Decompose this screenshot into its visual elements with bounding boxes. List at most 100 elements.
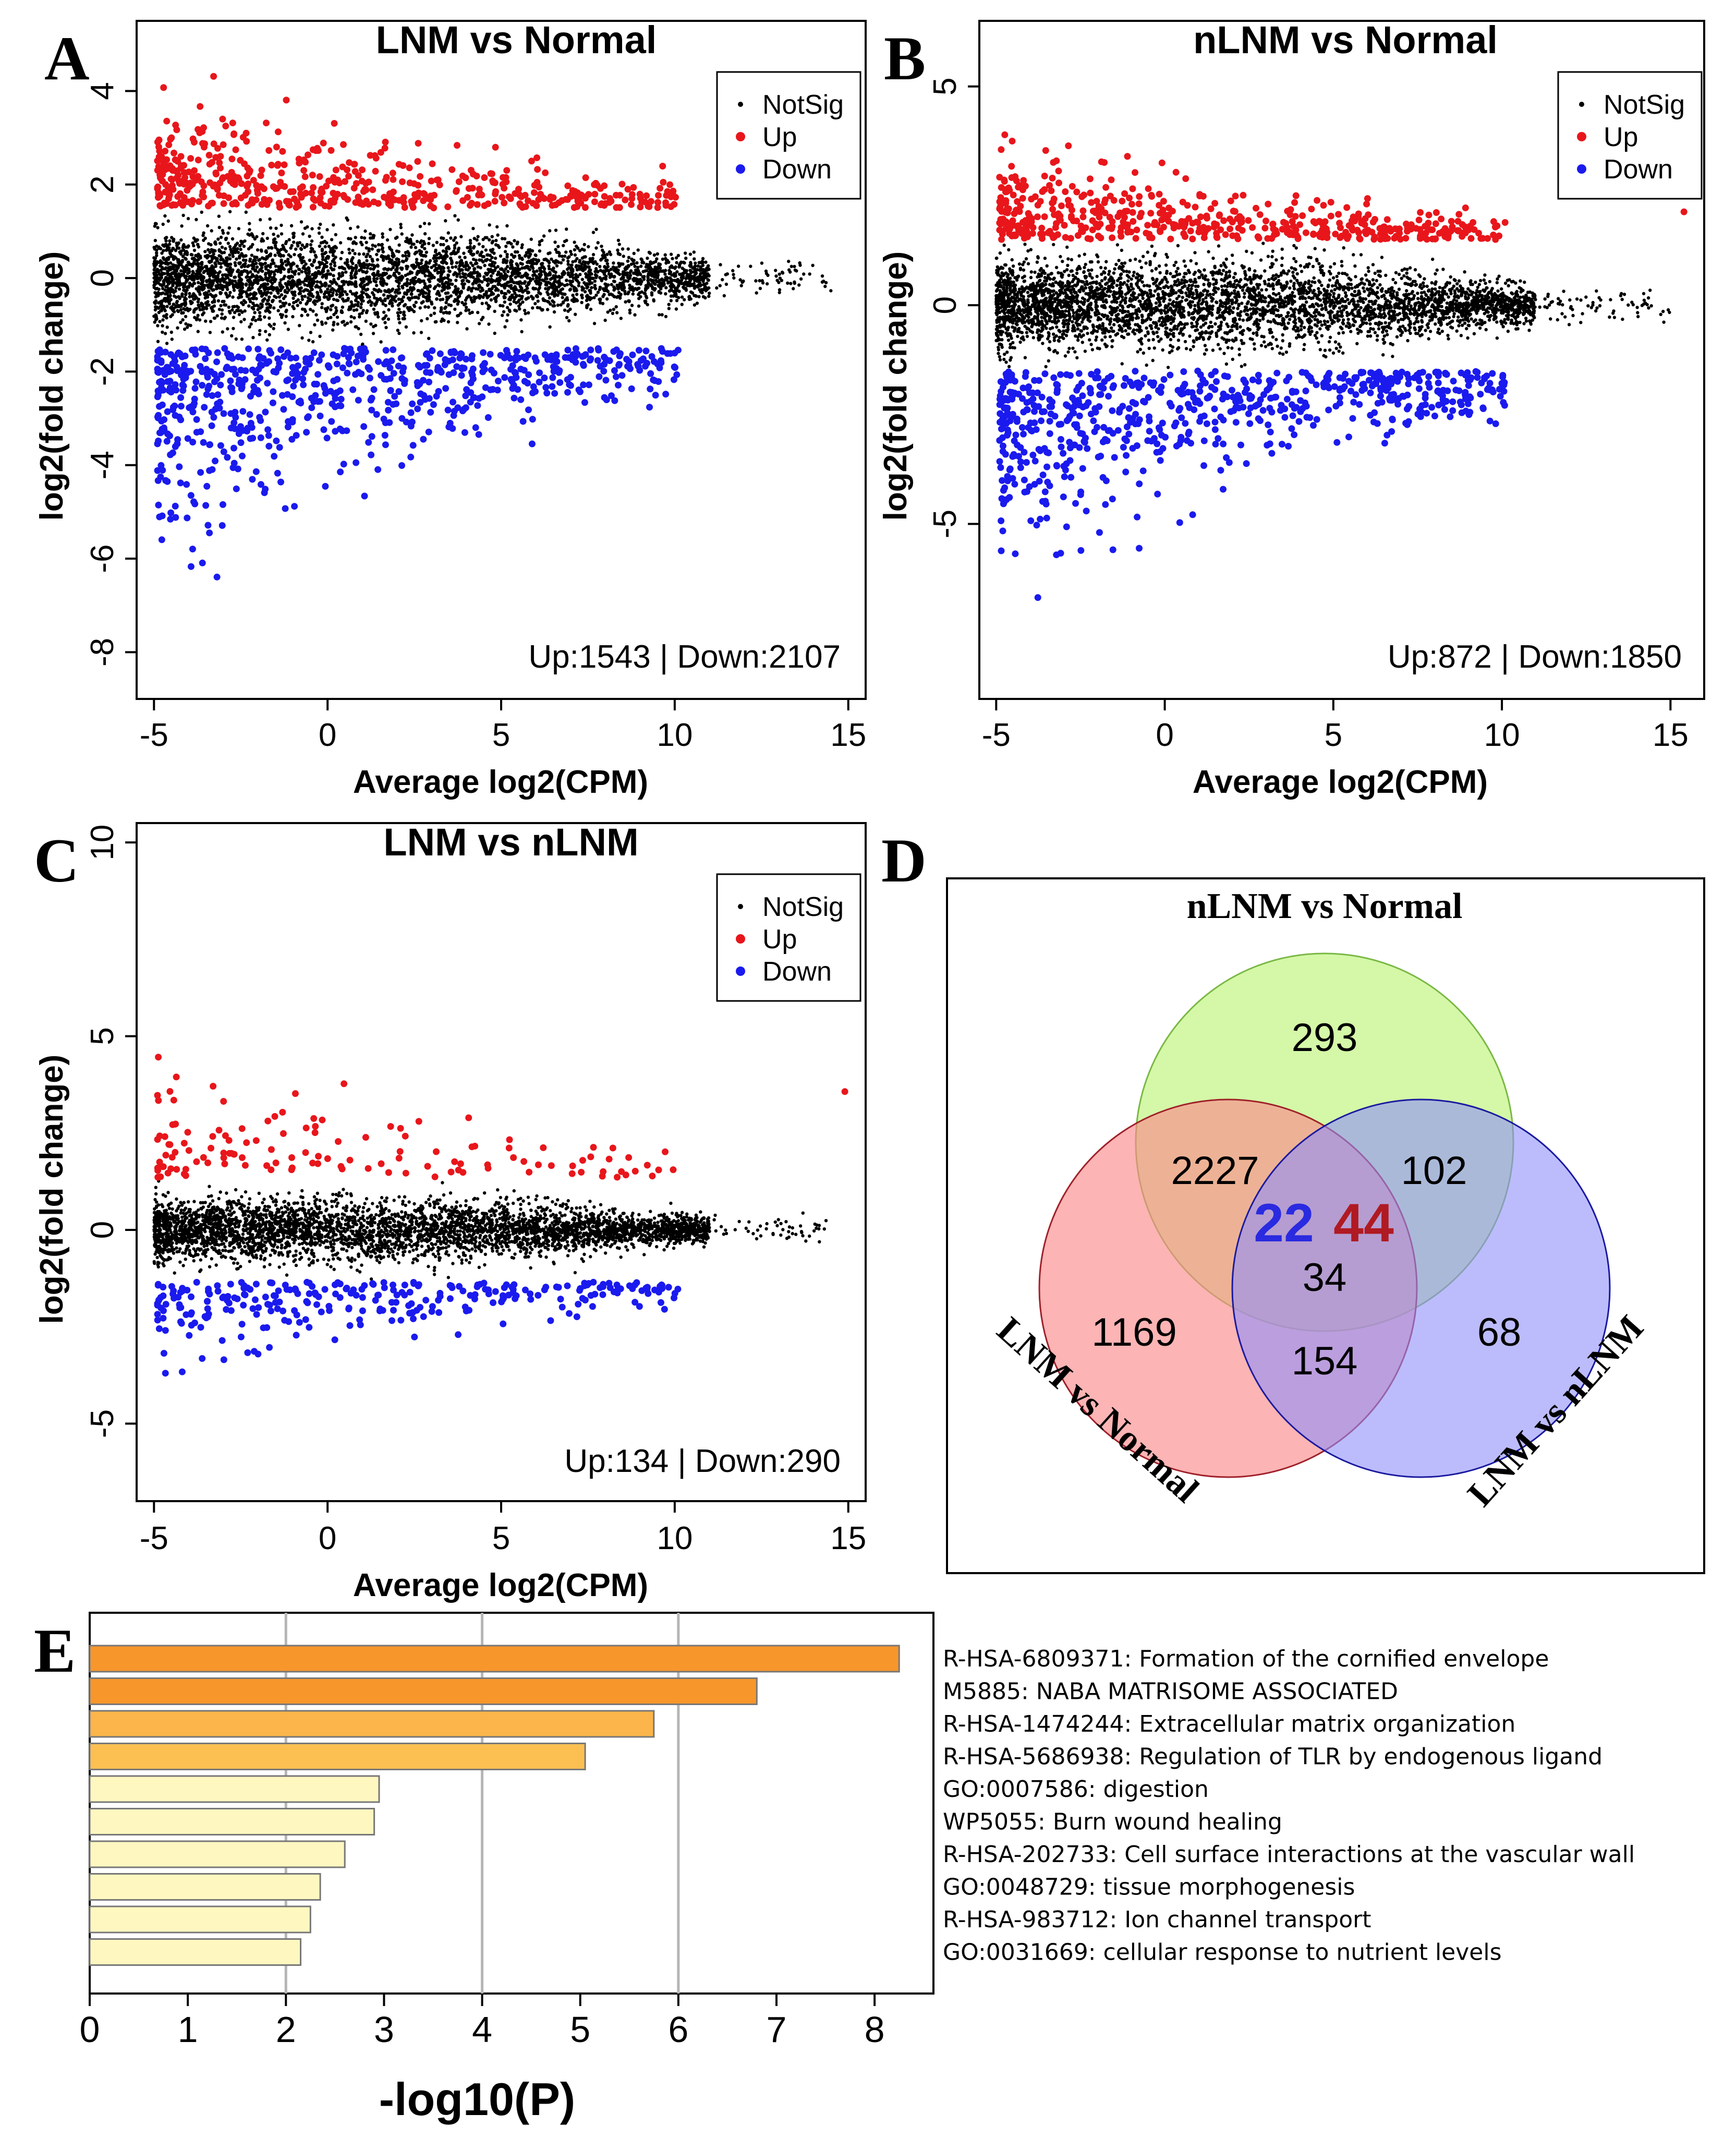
point-notsig [456, 218, 460, 222]
point-up [239, 134, 247, 141]
point-notsig [683, 251, 687, 255]
point-notsig [401, 317, 405, 321]
point-notsig [513, 272, 517, 275]
point-up [491, 198, 499, 205]
point-notsig [664, 292, 667, 296]
point-notsig [278, 252, 282, 256]
point-down [517, 396, 525, 403]
point-up [518, 193, 525, 200]
point-notsig [242, 318, 246, 321]
point-notsig [385, 238, 390, 242]
point-down [635, 347, 642, 354]
point-up [427, 202, 434, 210]
point-notsig [486, 271, 490, 275]
point-notsig [397, 276, 402, 280]
point-notsig [250, 318, 254, 322]
point-notsig [197, 297, 200, 301]
point-notsig [347, 247, 351, 251]
point-up [295, 202, 302, 209]
point-notsig [487, 268, 490, 271]
point-notsig [323, 258, 327, 262]
point-notsig [675, 286, 679, 290]
point-notsig [580, 268, 584, 271]
point-notsig [293, 282, 297, 286]
point-notsig [319, 280, 322, 284]
point-notsig [325, 228, 329, 232]
point-notsig [220, 316, 224, 320]
point-notsig [175, 246, 179, 250]
point-notsig [197, 290, 201, 294]
point-notsig [550, 276, 554, 280]
point-notsig [446, 276, 450, 280]
point-notsig [500, 267, 503, 271]
point-notsig [501, 237, 504, 240]
point-notsig [624, 300, 627, 304]
point-notsig [480, 301, 484, 305]
point-notsig [557, 251, 561, 255]
point-up [453, 188, 460, 195]
point-notsig [349, 300, 353, 304]
point-notsig [205, 294, 209, 297]
point-notsig [423, 232, 427, 236]
point-notsig [551, 304, 555, 308]
point-notsig [479, 266, 482, 270]
point-notsig [602, 293, 606, 296]
point-notsig [617, 291, 621, 294]
point-notsig [372, 274, 376, 278]
point-notsig [508, 280, 513, 283]
point-notsig [249, 322, 253, 326]
point-notsig [192, 292, 196, 296]
point-notsig [239, 248, 242, 251]
point-up [205, 152, 213, 159]
point-notsig [253, 255, 257, 259]
point-notsig [258, 333, 261, 336]
point-notsig [787, 259, 791, 263]
point-notsig [509, 242, 513, 246]
point-notsig [675, 261, 678, 264]
point-notsig [780, 279, 784, 282]
point-notsig [505, 224, 509, 228]
point-down [409, 442, 417, 449]
point-notsig [324, 250, 327, 255]
point-down [270, 388, 277, 395]
point-down [262, 408, 269, 416]
point-notsig [503, 282, 507, 286]
point-notsig [390, 248, 394, 252]
point-notsig [330, 238, 334, 241]
point-up [390, 176, 397, 183]
point-notsig [465, 327, 469, 331]
point-notsig [454, 287, 458, 291]
point-up [195, 156, 202, 164]
point-notsig [156, 324, 160, 328]
point-up [209, 199, 216, 207]
point-notsig [257, 258, 261, 262]
point-notsig [471, 275, 475, 279]
point-notsig [429, 313, 433, 317]
point-notsig [696, 264, 700, 268]
point-notsig [439, 265, 443, 269]
point-notsig [477, 322, 481, 325]
point-notsig [385, 257, 389, 260]
point-notsig [236, 306, 240, 309]
point-notsig [213, 261, 217, 265]
point-notsig [227, 305, 230, 309]
point-notsig [392, 254, 396, 258]
point-notsig [467, 249, 471, 253]
point-notsig [566, 256, 570, 260]
point-notsig [251, 243, 254, 247]
point-notsig [459, 291, 463, 294]
point-up [215, 191, 223, 199]
point-notsig [615, 311, 619, 315]
point-notsig [459, 275, 463, 279]
point-up [230, 131, 237, 138]
point-up [467, 166, 475, 174]
point-notsig [278, 288, 283, 293]
point-notsig [632, 271, 636, 275]
point-notsig [483, 263, 487, 268]
point-notsig [213, 249, 217, 252]
point-notsig [286, 328, 290, 331]
point-notsig [672, 294, 675, 298]
point-notsig [552, 269, 556, 273]
point-notsig [339, 257, 343, 261]
point-notsig [565, 316, 569, 319]
